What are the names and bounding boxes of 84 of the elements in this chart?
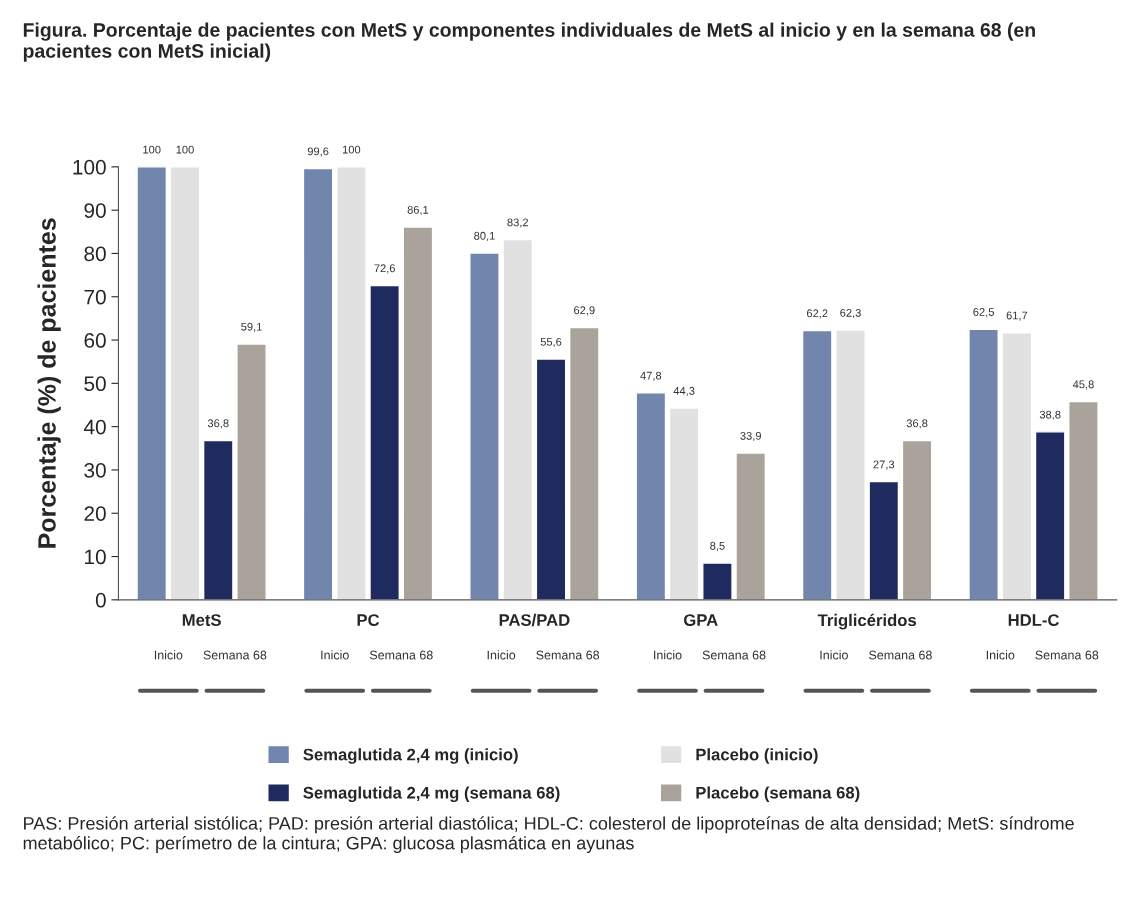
text: Inicio — [654, 650, 682, 660]
x-tick-label: MetS — [182, 614, 221, 626]
y-tick-label: 0 — [95, 592, 106, 608]
bar — [668, 407, 700, 600]
legend-label: Placebo (inicio) — [696, 748, 818, 764]
data-label: 61,7 — [1006, 311, 1028, 321]
legend-label: Placebo (semana 68) — [696, 786, 860, 802]
bar — [568, 326, 600, 600]
data-label: 27,3 — [873, 460, 895, 470]
x-tick-label: GPA — [684, 614, 718, 626]
bar — [968, 328, 999, 600]
x-tick-label: PC — [357, 614, 380, 626]
y-tick-label: 50 — [84, 376, 106, 392]
text: Inicio — [986, 650, 1015, 660]
bar — [1068, 400, 1099, 600]
bar — [469, 252, 500, 600]
data-label: 62,3 — [840, 308, 861, 319]
data-label: 38,8 — [1039, 410, 1061, 420]
data-label: 62,2 — [806, 309, 828, 319]
data-label: 36,8 — [906, 419, 928, 429]
data-label: 36,8 — [207, 419, 229, 429]
data-label: 83,2 — [507, 218, 529, 228]
text: Semana 68 — [536, 650, 600, 660]
text: Semana 68 — [1035, 650, 1099, 660]
data-label: 47,8 — [640, 371, 662, 381]
data-label: 100 — [143, 145, 161, 154]
x-tick-label: PAS/PAD — [499, 613, 570, 627]
bar — [801, 329, 833, 600]
y-tick-label: 80 — [84, 246, 106, 262]
bar — [236, 343, 267, 600]
y-tick-label: 70 — [84, 289, 106, 305]
bar — [202, 439, 234, 600]
bar — [901, 439, 933, 600]
text: Semana 68 — [369, 650, 433, 660]
data-label: 45,8 — [1072, 380, 1094, 390]
y-tick-label: 30 — [84, 462, 106, 478]
bar — [735, 452, 767, 600]
y-tick-label: 10 — [85, 549, 106, 565]
text: Semana 68 — [869, 650, 932, 660]
bar — [635, 392, 667, 600]
data-label: 62,9 — [574, 306, 595, 316]
bar — [868, 480, 900, 600]
data-label: 100 — [342, 145, 361, 154]
bar — [369, 284, 400, 600]
bar — [336, 166, 367, 600]
data-label: 80,1 — [474, 231, 495, 242]
data-label: 59,1 — [241, 322, 262, 332]
bar — [535, 358, 567, 600]
bar — [402, 226, 434, 600]
data-label: 44,3 — [673, 386, 695, 397]
y-tick-label: 90 — [84, 203, 106, 218]
bar — [136, 166, 168, 600]
data-label: 99,6 — [307, 147, 329, 157]
data-label: 100 — [176, 145, 194, 154]
x-tick-label: HDL-C — [1008, 614, 1059, 626]
data-label: 72,6 — [374, 264, 395, 274]
text: PAS: Presión arterial sistólica; PAD: presión arterial diastólica; HDL-C: colesterol de lipoproteínas de alta densidad; MetS: síndrome metabólico; PC: perímetro de la cintura; GPA: glucosa plasmática en ayunas — [23, 816, 1074, 854]
y-tick-label: 20 — [84, 506, 106, 521]
text: Inicio — [321, 650, 349, 660]
text: Semana 68 — [203, 650, 267, 660]
legend-label: Semaglutida 2,4 mg (semana 68) — [303, 786, 560, 803]
y-axis-title: Porcentaje (%) de pacientes — [37, 218, 61, 548]
bar — [1034, 431, 1066, 600]
data-label: 55,6 — [540, 337, 562, 348]
x-tick-label: Triglicéridos — [817, 613, 917, 630]
bar — [702, 562, 733, 600]
bar — [302, 167, 334, 600]
text: Inicio — [820, 650, 848, 660]
data-label: 86,1 — [407, 205, 429, 216]
bar — [169, 166, 201, 600]
legend-label: Semaglutida 2,4 mg (inicio) — [303, 748, 518, 764]
bar — [835, 329, 866, 600]
y-tick-label: 60 — [84, 333, 106, 348]
y-tick-label: 100 — [73, 159, 106, 175]
bar — [502, 238, 534, 600]
data-label: 8,5 — [710, 541, 725, 552]
bar — [1001, 331, 1033, 600]
y-tick-label: 40 — [83, 419, 106, 435]
chart-title: Figura. Porcentaje de pacientes con MetS y componentes individuales de MetS al inicio y en la semana 68 (en pacientes con MetS inicial) — [23, 22, 1035, 62]
text: Inicio — [154, 650, 183, 660]
data-label: 33,9 — [740, 431, 761, 442]
text: Semana 68 — [702, 650, 766, 660]
data-label: 62,5 — [973, 308, 994, 318]
text: Inicio — [487, 650, 516, 660]
